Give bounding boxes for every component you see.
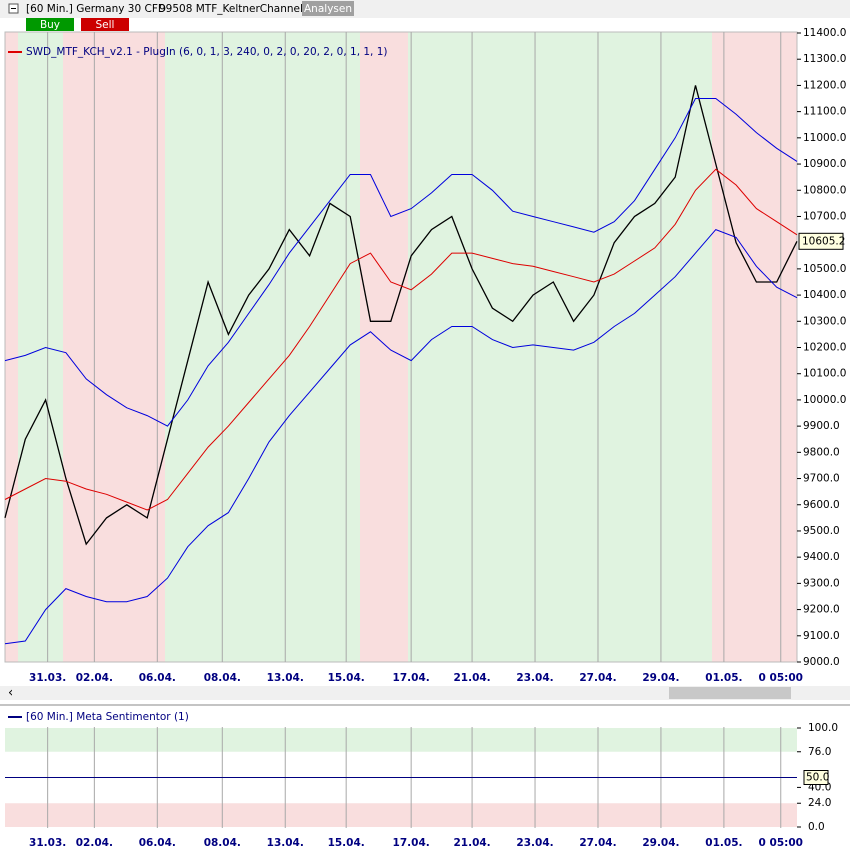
x-tick-label: 21.04. [453, 837, 490, 849]
regime-band [360, 32, 408, 662]
x-tick-label: 15.04. [328, 672, 365, 684]
series-line [4, 229, 798, 645]
scroll-thumb[interactable] [669, 687, 791, 699]
y-tick-label: 9000.0 [803, 656, 840, 668]
regime-band [18, 32, 63, 662]
x-tick-label: 06.04. [139, 672, 176, 684]
y-tick-label: 10400.0 [803, 289, 846, 301]
y-tick-label: 9600.0 [803, 499, 840, 511]
y-tick-label: 10800.0 [803, 184, 846, 196]
y-tick-label: 76.0 [808, 746, 831, 758]
scrollbar[interactable] [0, 686, 850, 700]
y-tick-label: 11000.0 [803, 132, 846, 144]
regime-band [712, 32, 797, 662]
scroll-left-arrow[interactable]: ‹ [8, 686, 13, 701]
x-tick-label: 17.04. [393, 837, 430, 849]
series-line [4, 98, 798, 427]
y-tick-label: 10000.0 [803, 394, 846, 406]
y-tick-label: 10900.0 [803, 158, 846, 170]
y-tick-label: 9200.0 [803, 604, 840, 616]
legend-label: SWD_MTF_KCH_v2.1 - PlugIn (6, 0, 1, 3, 2… [26, 46, 388, 58]
y-tick-label: 9700.0 [803, 473, 840, 485]
buy-button[interactable] [26, 18, 74, 31]
regime-band [165, 32, 360, 662]
toolbar [0, 0, 850, 18]
y-tick-label: 9500.0 [803, 525, 840, 537]
y-tick-label: 9400.0 [803, 551, 840, 563]
x-tick-label: 27.04. [579, 837, 616, 849]
y-tick-label: 10100.0 [803, 368, 846, 380]
x-tick-label: 0 05:00 [759, 837, 803, 849]
x-tick-label: 02.04. [76, 837, 113, 849]
x-tick-label: 31.03. [29, 837, 66, 849]
x-tick-label: 01.05. [705, 672, 742, 684]
value-box [803, 770, 829, 785]
x-tick-label: 08.04. [204, 837, 241, 849]
x-tick-label: 08.04. [204, 672, 241, 684]
y-tick-label: 10500.0 [803, 263, 846, 275]
sell-label: Sell [96, 19, 115, 31]
y-tick-label: 9300.0 [803, 577, 840, 589]
y-tick-label: 11200.0 [803, 79, 846, 91]
buy-label: Buy [40, 19, 60, 31]
series-line [4, 168, 798, 511]
regime-band [5, 32, 18, 662]
x-tick-label: 13.04. [267, 672, 304, 684]
analysen-label: Analysen [304, 3, 352, 15]
x-tick-label: 23.04. [516, 837, 553, 849]
series-line [4, 85, 798, 546]
regime-band [63, 32, 165, 662]
x-tick-label: 13.04. [267, 837, 304, 849]
regime-band [408, 32, 712, 662]
y-tick-label: 10700.0 [803, 210, 846, 222]
x-tick-label: 29.04. [642, 672, 679, 684]
x-tick-label: 27.04. [579, 672, 616, 684]
last-value-label: 10605.2 [802, 235, 845, 247]
y-tick-label: 11300.0 [803, 53, 846, 65]
x-tick-label: 31.03. [29, 672, 66, 684]
x-tick-label: 17.04. [393, 672, 430, 684]
x-tick-label: 02.04. [76, 672, 113, 684]
y-tick-label: 0.0 [808, 821, 825, 833]
x-tick-label: 21.04. [453, 672, 490, 684]
y-tick-label: 10300.0 [803, 315, 846, 327]
x-tick-label: 01.05. [705, 837, 742, 849]
value-label: 50.0 [806, 772, 829, 784]
y-tick-label: 10200.0 [803, 342, 846, 354]
y-tick-label: 100.0 [808, 722, 838, 734]
y-tick-label: 9800.0 [803, 446, 840, 458]
indicator-title: 99508 MTF_KeltnerChannel [159, 3, 303, 15]
x-tick-label: 29.04. [642, 837, 679, 849]
x-tick-label: 15.04. [328, 837, 365, 849]
y-tick-label: 24.0 [808, 797, 831, 809]
y-tick-label: 11100.0 [803, 106, 846, 118]
upper-zone [5, 728, 797, 752]
x-tick-label: 23.04. [516, 672, 553, 684]
last-value-box [798, 232, 844, 250]
analysen-button[interactable] [302, 1, 354, 16]
y-tick-label: 9100.0 [803, 630, 840, 642]
x-tick-label: 0 05:00 [759, 672, 803, 684]
lower-zone [5, 803, 797, 827]
instrument-title: [60 Min.] Germany 30 CFD [26, 3, 166, 15]
x-tick-label: 06.04. [139, 837, 176, 849]
legend-label: [60 Min.] Meta Sentimentor (1) [26, 711, 189, 723]
sell-button[interactable] [81, 18, 129, 31]
y-tick-label: 9900.0 [803, 420, 840, 432]
y-tick-label: 11400.0 [803, 27, 846, 39]
